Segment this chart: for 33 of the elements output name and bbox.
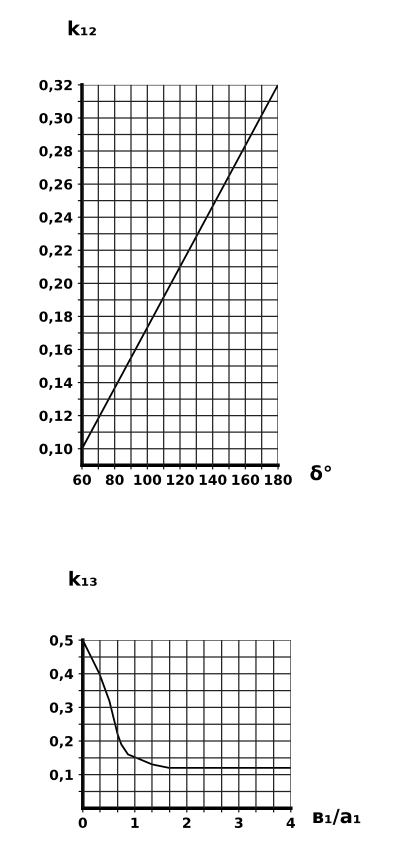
- x-axis-title: δ°: [310, 465, 331, 480]
- y-axis-title: k₁₃: [69, 570, 97, 586]
- x-tick-label: 120: [167, 474, 194, 486]
- x-tick-label: 160: [232, 474, 260, 486]
- y-tick-label: 0,20: [39, 278, 72, 291]
- x-tick-label: 1: [132, 818, 139, 828]
- y-tick-label: 0,28: [39, 146, 72, 158]
- y-tick-label: 0,26: [39, 179, 72, 192]
- x-tick-label: 140: [200, 474, 226, 486]
- y-tick-label: 0,18: [39, 311, 72, 324]
- x-tick-label: 4: [286, 818, 295, 828]
- x-tick-label: 80: [106, 474, 124, 486]
- y-axis-title: k₁₂: [68, 20, 96, 36]
- y-tick-label: 0,10: [39, 444, 72, 456]
- y-tick-label: 0,2: [50, 736, 73, 748]
- x-tick-label: 2: [183, 818, 190, 828]
- x-tick-label: 0: [78, 818, 87, 828]
- x-tick-label: 3: [234, 818, 243, 828]
- y-tick-label: 0,24: [39, 212, 72, 224]
- y-tick-label: 0,4: [50, 668, 74, 682]
- y-tick-label: 0,30: [39, 112, 72, 126]
- x-tick-label: 100: [134, 474, 162, 486]
- y-tick-label: 0,12: [39, 410, 72, 423]
- x-tick-label: 60: [73, 474, 91, 486]
- y-tick-label: 0,16: [39, 344, 72, 357]
- y-tick-label: 0,3: [50, 702, 73, 715]
- y-tick-label: 0,1: [50, 770, 73, 782]
- y-tick-label: 0,22: [39, 245, 72, 258]
- y-tick-label: 0,32: [39, 80, 72, 92]
- y-tick-label: 0,14: [39, 378, 72, 390]
- y-tick-label: 0,5: [50, 635, 73, 648]
- x-tick-label: 180: [265, 474, 292, 486]
- x-axis-title: в₁/a₁: [313, 808, 360, 825]
